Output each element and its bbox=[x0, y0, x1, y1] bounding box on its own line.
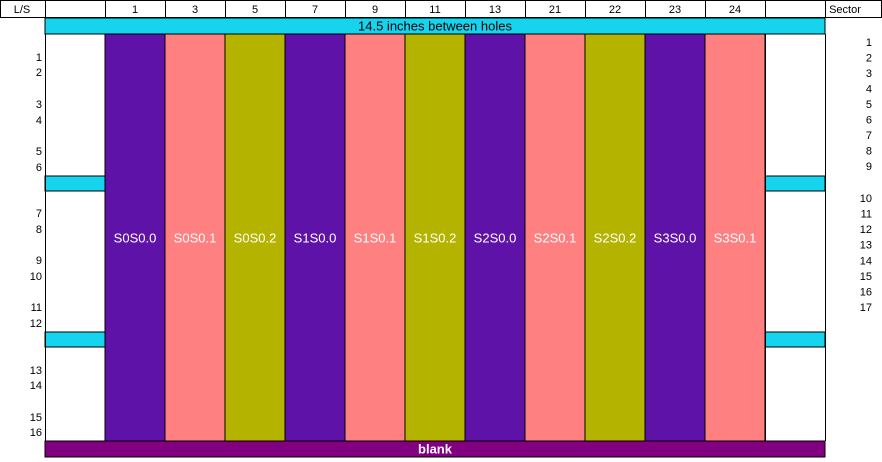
header-slot: 23 bbox=[669, 4, 681, 16]
banner-text: 14.5 inches between holes bbox=[358, 18, 512, 33]
sector-number: 2 bbox=[866, 52, 872, 64]
slot-label: S1S0.1 bbox=[354, 230, 397, 245]
header-slot: 7 bbox=[312, 4, 318, 16]
ls-number: 1 bbox=[36, 52, 42, 64]
sector-number: 5 bbox=[866, 99, 872, 111]
ls-number: 9 bbox=[36, 255, 42, 267]
header-slot: 13 bbox=[489, 4, 501, 16]
header-slot: 22 bbox=[609, 4, 621, 16]
header-slot: 1 bbox=[132, 4, 138, 16]
sector-number: 6 bbox=[866, 114, 872, 126]
ls-number: 14 bbox=[30, 380, 42, 392]
sector-number: 10 bbox=[860, 193, 872, 205]
slot-column bbox=[344, 33, 406, 442]
slot-label: S1S0.0 bbox=[294, 230, 337, 245]
header-slot: 24 bbox=[729, 4, 741, 16]
spacer bbox=[764, 331, 826, 348]
slot-column bbox=[284, 33, 346, 442]
sector-number: 16 bbox=[860, 287, 872, 299]
sector-number: 3 bbox=[866, 68, 872, 80]
slot-label: S0S0.1 bbox=[174, 230, 217, 245]
slot-column bbox=[164, 33, 226, 442]
sector-number: 1 bbox=[866, 37, 872, 49]
sector-number: 4 bbox=[866, 83, 872, 95]
slot-column bbox=[584, 33, 646, 442]
sector-number: 9 bbox=[866, 161, 872, 173]
ls-number: 8 bbox=[36, 224, 42, 236]
header-slot: 3 bbox=[192, 4, 198, 16]
header-slot: 5 bbox=[252, 4, 258, 16]
columns: S0S0.0 S0S0.1 S0S0.2 S1S0.0 S1S0.1 S1S0.2 S2S0… bbox=[30, 0, 872, 442]
footer-text: blank bbox=[418, 441, 453, 456]
header-sector: Sector bbox=[829, 4, 861, 16]
slot-label: S2S0.0 bbox=[474, 230, 517, 245]
spacer bbox=[44, 331, 106, 348]
slot-column bbox=[704, 33, 766, 442]
slot-label: S0S0.2 bbox=[234, 230, 277, 245]
ls-number: 13 bbox=[30, 365, 42, 377]
header-slot: 21 bbox=[549, 4, 561, 16]
ls-number: 5 bbox=[36, 146, 42, 158]
slot-label: S3S0.0 bbox=[654, 230, 697, 245]
sector-number: 7 bbox=[866, 130, 872, 142]
sector-number: 12 bbox=[860, 224, 872, 236]
ls-number: 3 bbox=[36, 99, 42, 111]
spacer bbox=[44, 175, 106, 192]
ls-number: 10 bbox=[30, 271, 42, 283]
ls-number: 2 bbox=[36, 67, 42, 79]
sector-number: 14 bbox=[860, 255, 872, 267]
slot-label: S2S0.1 bbox=[534, 230, 577, 245]
ls-number: 4 bbox=[36, 115, 42, 127]
slot-label: S3S0.1 bbox=[714, 230, 757, 245]
sector-number: 15 bbox=[860, 271, 872, 283]
spacer bbox=[764, 175, 826, 192]
slot-column bbox=[464, 33, 526, 442]
header-slot: 11 bbox=[429, 4, 440, 16]
header-cell bbox=[705, 0, 766, 18]
header-ls: L/S bbox=[14, 4, 31, 16]
ls-number: 6 bbox=[36, 162, 42, 174]
sector-number: 17 bbox=[860, 302, 872, 314]
ls-number: 15 bbox=[30, 412, 42, 424]
slot-label: S2S0.2 bbox=[594, 230, 637, 245]
sector-number: 13 bbox=[860, 240, 872, 252]
ls-number: 12 bbox=[30, 318, 42, 330]
header-slot: 9 bbox=[372, 4, 378, 16]
slot-label: S0S0.0 bbox=[114, 230, 157, 245]
sector-number: 8 bbox=[866, 145, 872, 157]
sector-number: 11 bbox=[861, 209, 872, 221]
ls-number: 11 bbox=[31, 302, 42, 314]
slot-column bbox=[644, 33, 706, 442]
slot-label: S1S0.2 bbox=[414, 230, 457, 245]
ls-number: 16 bbox=[30, 427, 42, 439]
ls-number: 7 bbox=[36, 208, 42, 220]
slot-column bbox=[404, 33, 466, 442]
slot-column bbox=[524, 33, 586, 442]
